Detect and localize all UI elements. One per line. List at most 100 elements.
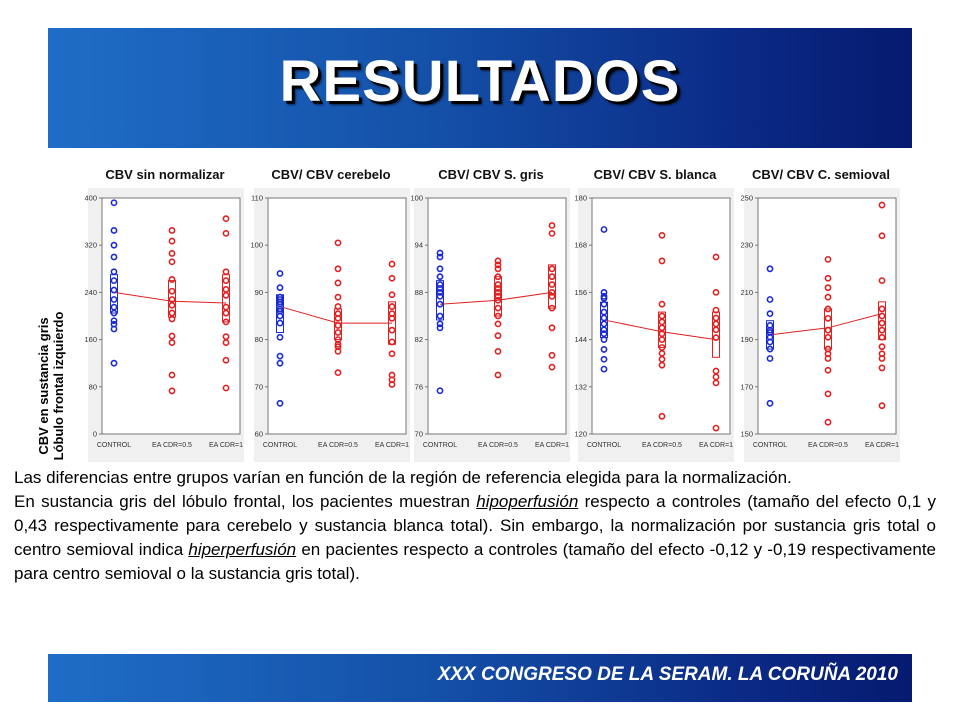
x-category-label: CONTROL — [587, 442, 621, 449]
data-point — [658, 231, 666, 239]
data-point — [168, 250, 176, 257]
data-point — [334, 336, 342, 343]
data-point — [222, 356, 230, 364]
x-category-label: CONTROL — [753, 442, 787, 449]
panel-title: CBV/ CBV S. blanca — [594, 167, 718, 182]
y-tick-label: 400 — [84, 194, 97, 203]
y-tick-label: 120 — [574, 430, 587, 439]
chart-panel-5: CBV/ CBV C. semioval 150 170 190 210 230 250 CO… — [740, 167, 900, 462]
data-point — [388, 338, 396, 346]
y-tick-label: 70 — [255, 382, 263, 391]
data-point — [436, 273, 444, 281]
data-point — [494, 285, 502, 292]
group-range-box — [658, 311, 666, 348]
data-point — [168, 309, 176, 317]
data-point — [600, 226, 608, 233]
data-point — [878, 312, 886, 320]
data-point — [600, 288, 608, 296]
data-point — [276, 333, 284, 341]
data-point — [658, 257, 666, 265]
data-point — [548, 292, 556, 300]
y-tick-label: 90 — [255, 288, 263, 297]
group-range-box — [436, 280, 444, 321]
data-point — [878, 333, 886, 341]
data-point — [388, 291, 396, 299]
data-point — [276, 399, 284, 407]
group-range-box — [168, 280, 176, 318]
data-point — [494, 320, 502, 328]
data-point — [878, 350, 886, 358]
summary-text-c: en pacientes respecto a controles (tamañ… — [14, 540, 936, 583]
data-point — [494, 288, 502, 296]
data-point — [168, 258, 176, 266]
mean-line — [113, 291, 227, 304]
group-range-box — [548, 264, 556, 309]
data-point — [548, 351, 556, 359]
y-tick-label: 100 — [250, 241, 263, 250]
data-point — [334, 279, 342, 287]
data-point — [388, 274, 396, 282]
data-point — [168, 296, 176, 303]
data-point — [494, 312, 502, 320]
chart-panel-2: CBV/ CBV cerebelo 60 70 80 90 100 110 CONTROL EA… — [250, 167, 410, 462]
data-point — [824, 390, 832, 398]
y-tick-label: 240 — [84, 288, 97, 297]
footer-banner: XXX CONGRESO DE LA SERAM. LA CORUÑA 2010 — [48, 654, 912, 702]
data-point — [334, 239, 342, 247]
summary-text-a: En sustancia gris del lóbulo frontal, lo… — [14, 492, 477, 511]
group-range-box — [494, 276, 502, 317]
data-point — [110, 241, 118, 249]
data-point — [824, 274, 832, 282]
data-point — [436, 292, 444, 300]
y-tick-label: 88 — [415, 288, 423, 297]
data-point — [824, 345, 832, 353]
data-point — [168, 387, 176, 395]
data-point — [436, 312, 444, 320]
data-point — [766, 296, 774, 303]
y-tick-label: 76 — [415, 382, 423, 391]
data-point — [276, 352, 284, 360]
y-tick-label: 144 — [574, 335, 587, 344]
data-point — [494, 332, 502, 340]
y-tick-label: 80 — [89, 382, 97, 391]
data-point — [494, 261, 502, 269]
data-point — [168, 227, 176, 234]
data-point — [600, 355, 608, 363]
data-point — [878, 402, 886, 410]
data-point — [276, 293, 284, 301]
y-tick-label: 230 — [740, 241, 753, 250]
data-point — [334, 322, 342, 329]
data-point — [334, 369, 342, 377]
data-point — [110, 277, 118, 284]
y-tick-label: 160 — [84, 335, 97, 344]
data-point — [110, 320, 118, 328]
x-category-label: EA CDR=1 — [209, 442, 243, 449]
y-tick-label: 60 — [255, 430, 263, 439]
y-tick-label: 82 — [415, 335, 423, 344]
hiperperfusion-term: hiperperfusión — [188, 540, 297, 559]
data-point — [494, 273, 502, 281]
footer-conference-label: XXX CONGRESO DE LA SERAM. LA CORUÑA 2010 — [437, 664, 898, 685]
data-point — [388, 371, 396, 379]
data-point — [436, 320, 444, 328]
data-point — [712, 367, 720, 375]
data-point — [658, 344, 666, 351]
y-tick-label: 168 — [574, 241, 587, 250]
data-point — [712, 253, 720, 261]
data-point — [334, 310, 342, 318]
y-tick-label: 210 — [740, 288, 753, 297]
data-point — [222, 286, 230, 293]
chart-panel-1: CBV sin normalizar 0 80 160 240 320 400 CONTROL… — [84, 167, 244, 462]
data-point — [222, 268, 230, 276]
data-point — [494, 292, 502, 300]
y-tick-label: 180 — [574, 194, 587, 203]
mean-line — [439, 291, 553, 305]
y-axis-label-line-1: CBV en sustancia gris — [36, 317, 51, 454]
y-axis-label: CBV en sustancia grisLóbulo frontal izqu… — [36, 312, 66, 461]
data-point — [388, 350, 396, 358]
data-point — [878, 343, 886, 351]
data-point — [436, 288, 444, 296]
data-point — [712, 314, 720, 322]
y-tick-label: 94 — [415, 241, 423, 250]
data-point — [712, 288, 720, 296]
